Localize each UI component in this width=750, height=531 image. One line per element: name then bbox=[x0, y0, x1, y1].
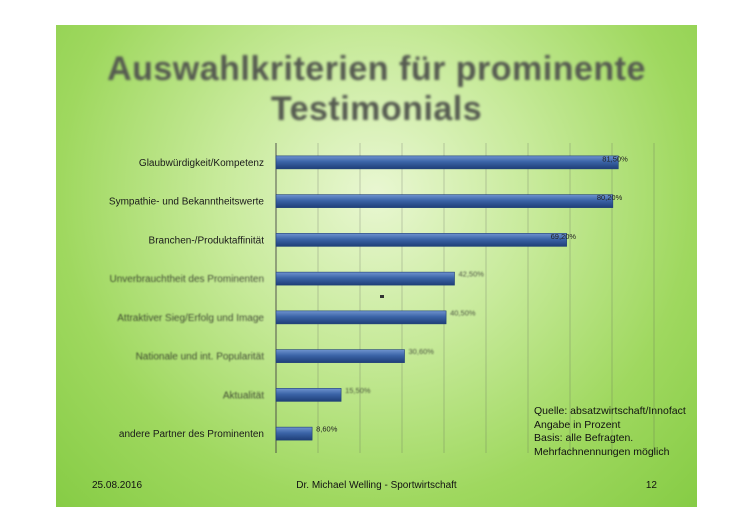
value-label: 81,50% bbox=[602, 154, 628, 163]
bar bbox=[275, 426, 313, 441]
source-note: Quelle: absatzwirtschaft/Innofact Angabe… bbox=[534, 405, 686, 459]
bar bbox=[275, 310, 447, 325]
category-label: Aktualität bbox=[223, 390, 264, 401]
decorative-marker bbox=[380, 295, 384, 298]
value-label: 80,20% bbox=[597, 193, 623, 202]
source-line-1: Quelle: absatzwirtschaft/Innofact bbox=[534, 405, 686, 417]
bar bbox=[275, 194, 614, 208]
bar bbox=[275, 388, 342, 402]
category-label: Nationale und int. Popularität bbox=[136, 352, 265, 363]
value-label: 8,60% bbox=[316, 425, 338, 434]
value-label: 40,50% bbox=[450, 308, 476, 317]
source-line-4: Mehrfachnennungen möglich bbox=[534, 445, 670, 458]
bar bbox=[275, 155, 619, 170]
category-label: Sympathie- und Bekanntheitswerte bbox=[109, 197, 265, 208]
footer-page-number: 12 bbox=[645, 480, 657, 491]
footer-author: Dr. Michael Welling - Sportwirtschaft bbox=[296, 480, 457, 491]
title-line-2: Testimonials bbox=[270, 90, 483, 128]
bar bbox=[275, 233, 567, 247]
value-label: 15,50% bbox=[345, 386, 371, 395]
category-label: Glaubwürdigkeit/Kompetenz bbox=[139, 158, 264, 169]
value-label: 42,50% bbox=[459, 270, 485, 279]
category-label: Branchen-/Produktaffinität bbox=[149, 235, 265, 246]
source-line-3: Basis: alle Befragten. bbox=[534, 432, 634, 444]
title-line-1: Auswahlkriterien für prominente bbox=[107, 50, 646, 88]
value-label: 69,20% bbox=[551, 232, 577, 241]
bar bbox=[275, 349, 405, 363]
value-label: 30,60% bbox=[409, 347, 435, 356]
bar bbox=[275, 271, 455, 286]
bar-chart: Glaubwürdigkeit/Kompetenz 81,50% Sympathie… bbox=[109, 143, 655, 453]
category-label: andere Partner des Prominenten bbox=[119, 429, 264, 440]
category-label: Unverbrauchtheit des Prominenten bbox=[109, 274, 264, 285]
slide: Auswahlkriterien für prominente Testimon… bbox=[56, 25, 697, 507]
slide-title: Auswahlkriterien für prominente Testimon… bbox=[56, 49, 697, 129]
footer-date: 25.08.2016 bbox=[92, 480, 143, 491]
category-label: Attraktiver Sieg/Erfolg und Image bbox=[117, 313, 264, 324]
source-line-2: Angabe in Prozent bbox=[534, 418, 621, 431]
